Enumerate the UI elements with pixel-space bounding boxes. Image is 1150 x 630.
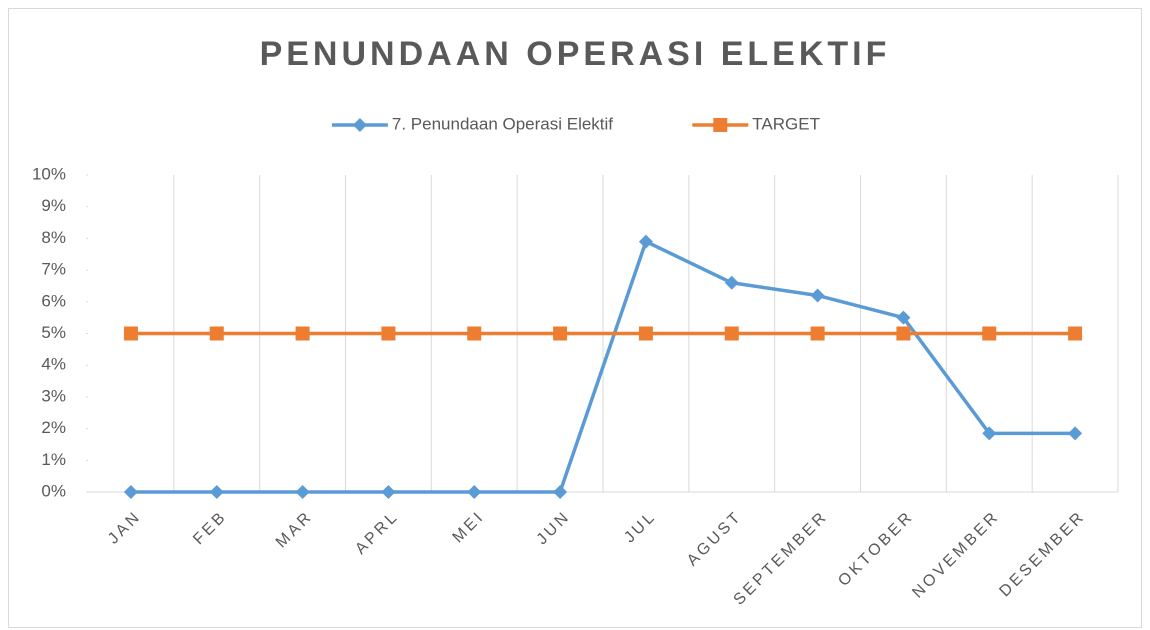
point-marker <box>381 485 396 499</box>
point-marker <box>982 426 997 441</box>
chart-border <box>8 8 1142 628</box>
point-marker <box>467 485 482 499</box>
point-marker <box>982 326 997 341</box>
point-marker <box>724 275 739 290</box>
y-tick-label: 5% <box>41 323 66 342</box>
point-marker <box>724 326 739 341</box>
y-tick-label: 7% <box>41 260 66 279</box>
y-tick-label: 3% <box>41 386 66 405</box>
chart-title: PENUNDAAN OPERASI ELEKTIF <box>260 35 891 73</box>
y-tick-label: 2% <box>41 418 66 437</box>
point-marker <box>467 326 482 341</box>
y-tick-label: 10% <box>32 164 66 183</box>
point-marker <box>209 326 224 341</box>
point-marker <box>553 485 568 499</box>
point-marker <box>1068 326 1083 341</box>
series-line <box>130 239 1076 494</box>
point-marker <box>638 326 653 341</box>
point-marker <box>295 485 310 499</box>
point-marker <box>123 485 138 499</box>
legend-marker <box>352 118 367 132</box>
point-marker <box>295 326 310 341</box>
point-marker <box>1068 426 1083 441</box>
y-tick-label: 4% <box>41 355 66 374</box>
y-tick-label: 8% <box>41 228 66 247</box>
legend-label: 7. Penundaan Operasi Elektif <box>392 114 613 133</box>
y-tick-label: 9% <box>41 196 66 215</box>
point-marker <box>810 288 825 303</box>
y-tick-label: 1% <box>41 450 66 469</box>
y-tick-label: 6% <box>41 291 66 310</box>
legend-label: TARGET <box>752 114 820 133</box>
point-marker <box>638 234 653 249</box>
point-marker <box>896 326 911 341</box>
point-marker <box>810 326 825 341</box>
point-marker <box>123 326 138 341</box>
y-tick-label: 0% <box>41 481 66 500</box>
point-marker <box>209 485 224 499</box>
point-marker <box>896 310 911 325</box>
legend-marker <box>713 118 728 132</box>
point-marker <box>553 326 568 341</box>
point-marker <box>381 326 396 341</box>
